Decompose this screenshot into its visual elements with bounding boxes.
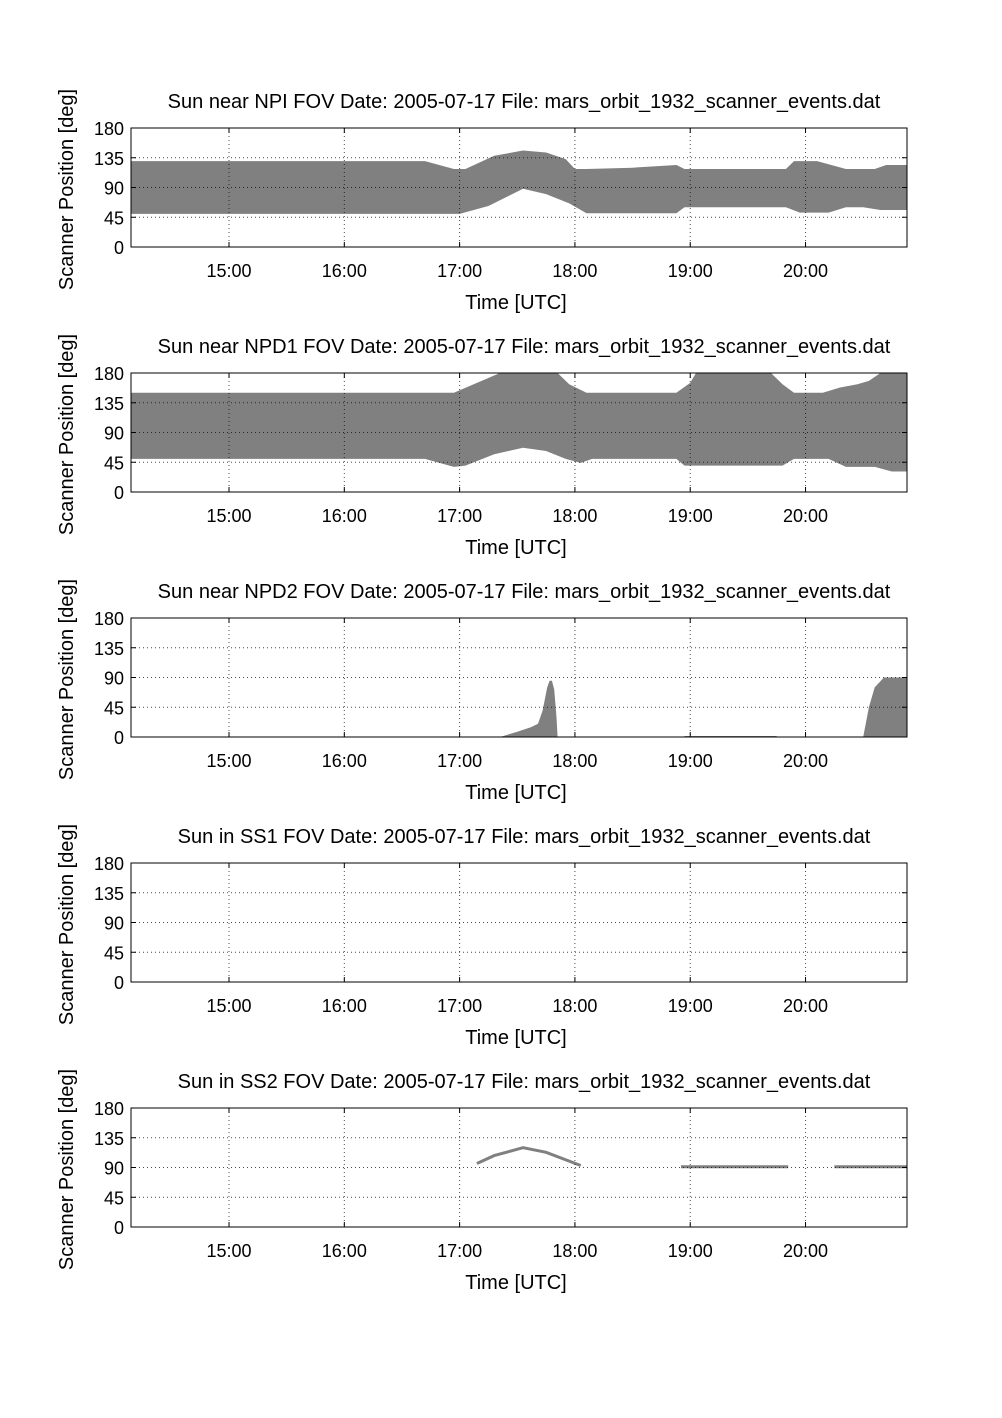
x-tick-label: 20:00 [783, 751, 828, 771]
x-axis-label: Time [UTC] [465, 292, 566, 314]
x-tick-label: 16:00 [322, 996, 367, 1016]
scanner-band-3 [863, 677, 907, 737]
x-tick-label: 15:00 [206, 506, 251, 526]
x-tick-label: 20:00 [783, 506, 828, 526]
y-tick-label: 45 [104, 943, 124, 963]
x-axis-label: Time [UTC] [465, 1272, 566, 1294]
x-tick-label: 19:00 [668, 1241, 713, 1261]
x-tick-label: 18:00 [552, 751, 597, 771]
chart-title: Sun in SS2 FOV Date: 2005-07-17 File: ma… [178, 1071, 871, 1093]
x-tick-label: 20:00 [783, 261, 828, 281]
y-tick-label: 45 [104, 208, 124, 228]
scanner-band-1 [131, 373, 907, 472]
chart-panel-3: Sun near NPD2 FOV Date: 2005-07-17 File:… [56, 579, 908, 804]
y-tick-label: 90 [104, 1159, 124, 1179]
y-tick-label: 0 [114, 1218, 124, 1238]
x-tick-label: 18:00 [552, 261, 597, 281]
y-tick-label: 0 [114, 973, 124, 993]
x-tick-label: 15:00 [206, 261, 251, 281]
x-tick-label: 16:00 [322, 261, 367, 281]
x-tick-label: 18:00 [552, 1241, 597, 1261]
x-tick-label: 17:00 [437, 1241, 482, 1261]
y-axis-label: Scanner Position [deg] [56, 334, 78, 535]
x-tick-label: 15:00 [206, 996, 251, 1016]
y-axis-label: Scanner Position [deg] [56, 579, 78, 780]
y-tick-label: 90 [104, 914, 124, 934]
y-tick-label: 90 [104, 179, 124, 199]
x-tick-label: 15:00 [206, 1241, 251, 1261]
x-tick-label: 20:00 [783, 996, 828, 1016]
x-tick-label: 17:00 [437, 751, 482, 771]
chart-panel-2: Sun near NPD1 FOV Date: 2005-07-17 File:… [56, 334, 908, 559]
y-tick-label: 45 [104, 453, 124, 473]
scanner-line-1 [476, 1146, 582, 1167]
x-tick-label: 19:00 [668, 751, 713, 771]
y-tick-label: 90 [104, 424, 124, 444]
x-tick-label: 18:00 [552, 996, 597, 1016]
x-axis-label: Time [UTC] [465, 1027, 566, 1049]
y-tick-label: 180 [94, 609, 124, 629]
y-tick-label: 135 [94, 639, 124, 659]
y-tick-label: 135 [94, 394, 124, 414]
chart-title: Sun near NPD2 FOV Date: 2005-07-17 File:… [158, 581, 891, 603]
chart-title: Sun in SS1 FOV Date: 2005-07-17 File: ma… [178, 826, 871, 848]
y-axis-label: Scanner Position [deg] [56, 824, 78, 1025]
x-tick-label: 17:00 [437, 996, 482, 1016]
chart-panel-1: Sun near NPI FOV Date: 2005-07-17 File: … [56, 89, 908, 314]
y-axis-label: Scanner Position [deg] [56, 1069, 78, 1270]
x-tick-label: 17:00 [437, 261, 482, 281]
chart-panel-4: Sun in SS1 FOV Date: 2005-07-17 File: ma… [56, 824, 908, 1049]
y-axis-label: Scanner Position [deg] [56, 89, 78, 290]
chart-panel-5: Sun in SS2 FOV Date: 2005-07-17 File: ma… [56, 1069, 908, 1294]
x-tick-label: 19:00 [668, 261, 713, 281]
y-tick-label: 135 [94, 1129, 124, 1149]
x-tick-label: 19:00 [668, 506, 713, 526]
x-axis-label: Time [UTC] [465, 782, 566, 804]
x-axis-label: Time [UTC] [465, 537, 566, 559]
x-tick-label: 17:00 [437, 506, 482, 526]
chart-title: Sun near NPD1 FOV Date: 2005-07-17 File:… [158, 336, 891, 358]
y-tick-label: 0 [114, 728, 124, 748]
y-tick-label: 0 [114, 483, 124, 503]
x-tick-label: 20:00 [783, 1241, 828, 1261]
x-tick-label: 16:00 [322, 506, 367, 526]
scanner-band-1 [131, 150, 907, 214]
y-tick-label: 180 [94, 119, 124, 139]
x-tick-label: 19:00 [668, 996, 713, 1016]
y-tick-label: 0 [114, 238, 124, 258]
scanner-band-1 [500, 680, 558, 737]
x-tick-label: 16:00 [322, 1241, 367, 1261]
y-tick-label: 180 [94, 1099, 124, 1119]
y-tick-label: 45 [104, 1188, 124, 1208]
chart-title: Sun near NPI FOV Date: 2005-07-17 File: … [168, 91, 881, 113]
y-tick-label: 45 [104, 698, 124, 718]
y-tick-label: 135 [94, 149, 124, 169]
y-tick-label: 180 [94, 854, 124, 874]
y-tick-label: 90 [104, 669, 124, 689]
x-tick-label: 15:00 [206, 751, 251, 771]
x-tick-label: 16:00 [322, 751, 367, 771]
y-tick-label: 180 [94, 364, 124, 384]
y-tick-label: 135 [94, 884, 124, 904]
x-tick-label: 18:00 [552, 506, 597, 526]
